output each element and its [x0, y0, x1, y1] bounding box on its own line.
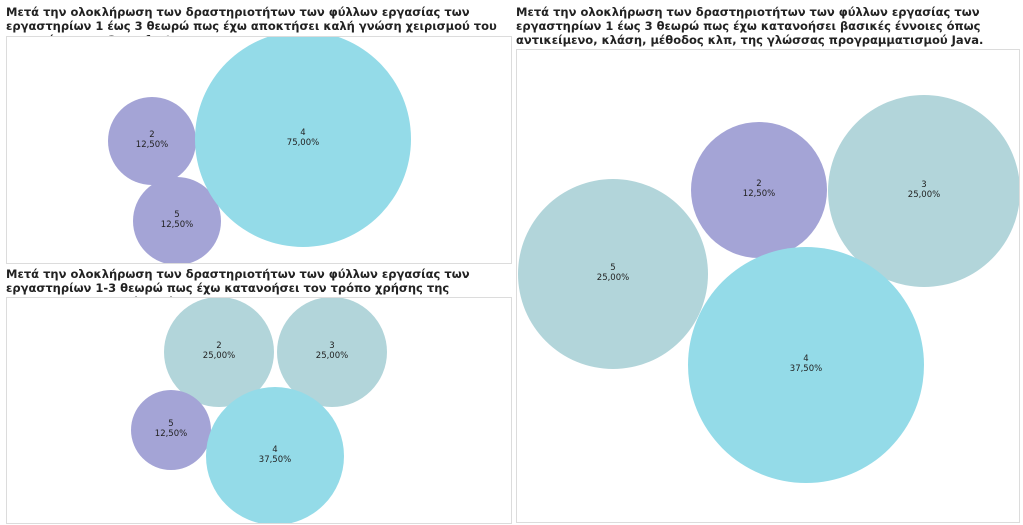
bubble-5	[518, 179, 708, 369]
bubble-5-value-label: 12,50%	[161, 220, 193, 230]
bubble-5-value-label: 12,50%	[155, 429, 187, 439]
chart-panel-3: Μετά την ολοκλήρωση των δραστηριοτήτων τ…	[516, 5, 1020, 523]
bubble-2	[108, 97, 196, 185]
bubble-5-value-label: 25,00%	[597, 273, 629, 283]
bubble-4-category-label: 4	[272, 445, 277, 455]
chart-3-plot: 2 12,50% 3 25,00% 5 25,00% 4 37,50%	[516, 49, 1020, 523]
bubble-5-category-label: 5	[174, 210, 179, 220]
bubble-2-category-label: 2	[216, 341, 221, 351]
bubble-3-value-label: 25,00%	[316, 351, 348, 361]
bubble-5-category-label: 5	[610, 263, 615, 273]
chart-panel-1: Μετά την ολοκλήρωση των δραστηριοτήτων τ…	[6, 5, 512, 264]
bubble-4-category-label: 4	[300, 128, 305, 138]
bubble-4	[195, 37, 411, 247]
bubble-3-category-label: 3	[329, 341, 334, 351]
bubble-3-value-label: 25,00%	[908, 190, 940, 200]
bubble-2	[164, 298, 274, 407]
bubble-4-category-label: 4	[803, 354, 808, 364]
bubble-2-value-label: 12,50%	[136, 140, 168, 150]
bubble-4-value-label: 37,50%	[790, 364, 822, 374]
bubble-2-category-label: 2	[756, 179, 761, 189]
bubble-2-value-label: 12,50%	[743, 189, 775, 199]
chart-2-plot: 2 25,00% 3 25,00% 5 12,50% 4 37,50%	[6, 297, 512, 524]
bubble-4	[206, 387, 344, 523]
chart-3-title: Μετά την ολοκλήρωση των δραστηριοτήτων τ…	[516, 5, 984, 47]
bubble-5	[133, 177, 221, 263]
bubble-4-value-label: 75,00%	[287, 138, 319, 148]
bubble-2	[691, 122, 827, 258]
bubble-5	[131, 390, 211, 470]
chart-1-plot: 2 12,50% 5 12,50% 4 75,00%	[6, 36, 512, 264]
bubble-3	[828, 95, 1019, 287]
chart-panel-2: Μετά την ολοκλήρωση των δραστηριοτήτων τ…	[6, 267, 512, 524]
bubble-3	[277, 298, 387, 407]
bubble-2-value-label: 25,00%	[203, 351, 235, 361]
bubble-5-category-label: 5	[168, 419, 173, 429]
bubble-4	[688, 247, 924, 483]
bubble-4-value-label: 37,50%	[259, 455, 291, 465]
bubble-2-category-label: 2	[149, 130, 154, 140]
bubble-3-category-label: 3	[921, 180, 926, 190]
